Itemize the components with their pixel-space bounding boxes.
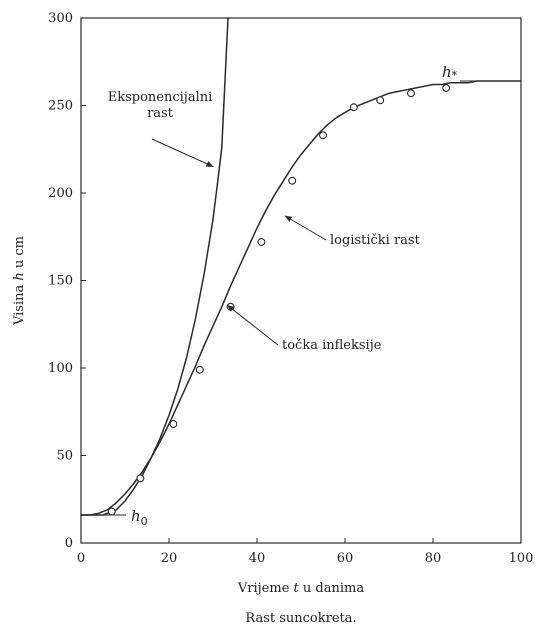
data-point	[195, 365, 204, 374]
x-tick-label-0: 0	[77, 551, 85, 566]
data-point	[136, 474, 145, 483]
y-axis-label: Visina h u cm	[12, 236, 27, 326]
data-point	[442, 84, 451, 92]
h-zero-label: h0	[131, 507, 148, 528]
y-tick-label-0: 0	[65, 536, 73, 551]
figure-caption: Rast suncokreta.	[245, 611, 356, 626]
axis-ticks-layer: 0 20 40 60 80 100 0 50 100 150 200 250 300	[48, 11, 533, 566]
x-axis-label: Vrijeme t u danima	[237, 581, 364, 596]
exponential-curve	[80, 17, 229, 516]
logistic-arrow-line	[284, 215, 327, 241]
data-point	[349, 103, 358, 112]
data-point	[407, 89, 415, 98]
y-tick-label-2: 100	[48, 361, 73, 376]
annotations-layer: Eksponencijalni rast logistički rast točka …	[81, 63, 521, 528]
inflection-arrow-head	[227, 305, 235, 312]
data-point	[169, 420, 178, 428]
x-tick-label-2: 40	[249, 551, 266, 566]
data-point	[319, 131, 327, 140]
series-layer	[80, 17, 522, 516]
data-point	[107, 507, 116, 516]
y-tick-label-5: 250	[48, 99, 73, 114]
y-tick-label-1: 50	[56, 449, 73, 464]
data-point	[288, 176, 297, 185]
data-point	[257, 238, 266, 246]
x-tick-label-3: 60	[337, 551, 354, 566]
logistic-arrow-head	[284, 215, 293, 222]
exponential-label: Eksponencijalni rast	[108, 90, 213, 121]
data-point	[376, 96, 385, 105]
h-star-label: h*	[442, 63, 458, 82]
axis-labels-layer: Vrijeme t u danima Visina h u cm Rast sunc…	[12, 236, 364, 626]
exponential-arrow-head	[205, 161, 214, 167]
logistic-label: logistički rast	[330, 233, 421, 248]
y-tick-label-4: 200	[48, 186, 73, 201]
x-tick-label-5: 100	[509, 551, 534, 566]
y-tick-label-6: 300	[48, 11, 73, 26]
logistic-curve	[80, 80, 522, 516]
exponential-arrow-line	[151, 138, 214, 168]
inflection-arrow-line	[226, 304, 279, 346]
x-tick-label-1: 20	[161, 551, 178, 566]
x-tick-label-4: 80	[425, 551, 442, 566]
data-points-layer	[107, 84, 451, 516]
y-tick-label-3: 150	[48, 274, 73, 289]
inflection-label: točka infleksije	[282, 338, 382, 353]
